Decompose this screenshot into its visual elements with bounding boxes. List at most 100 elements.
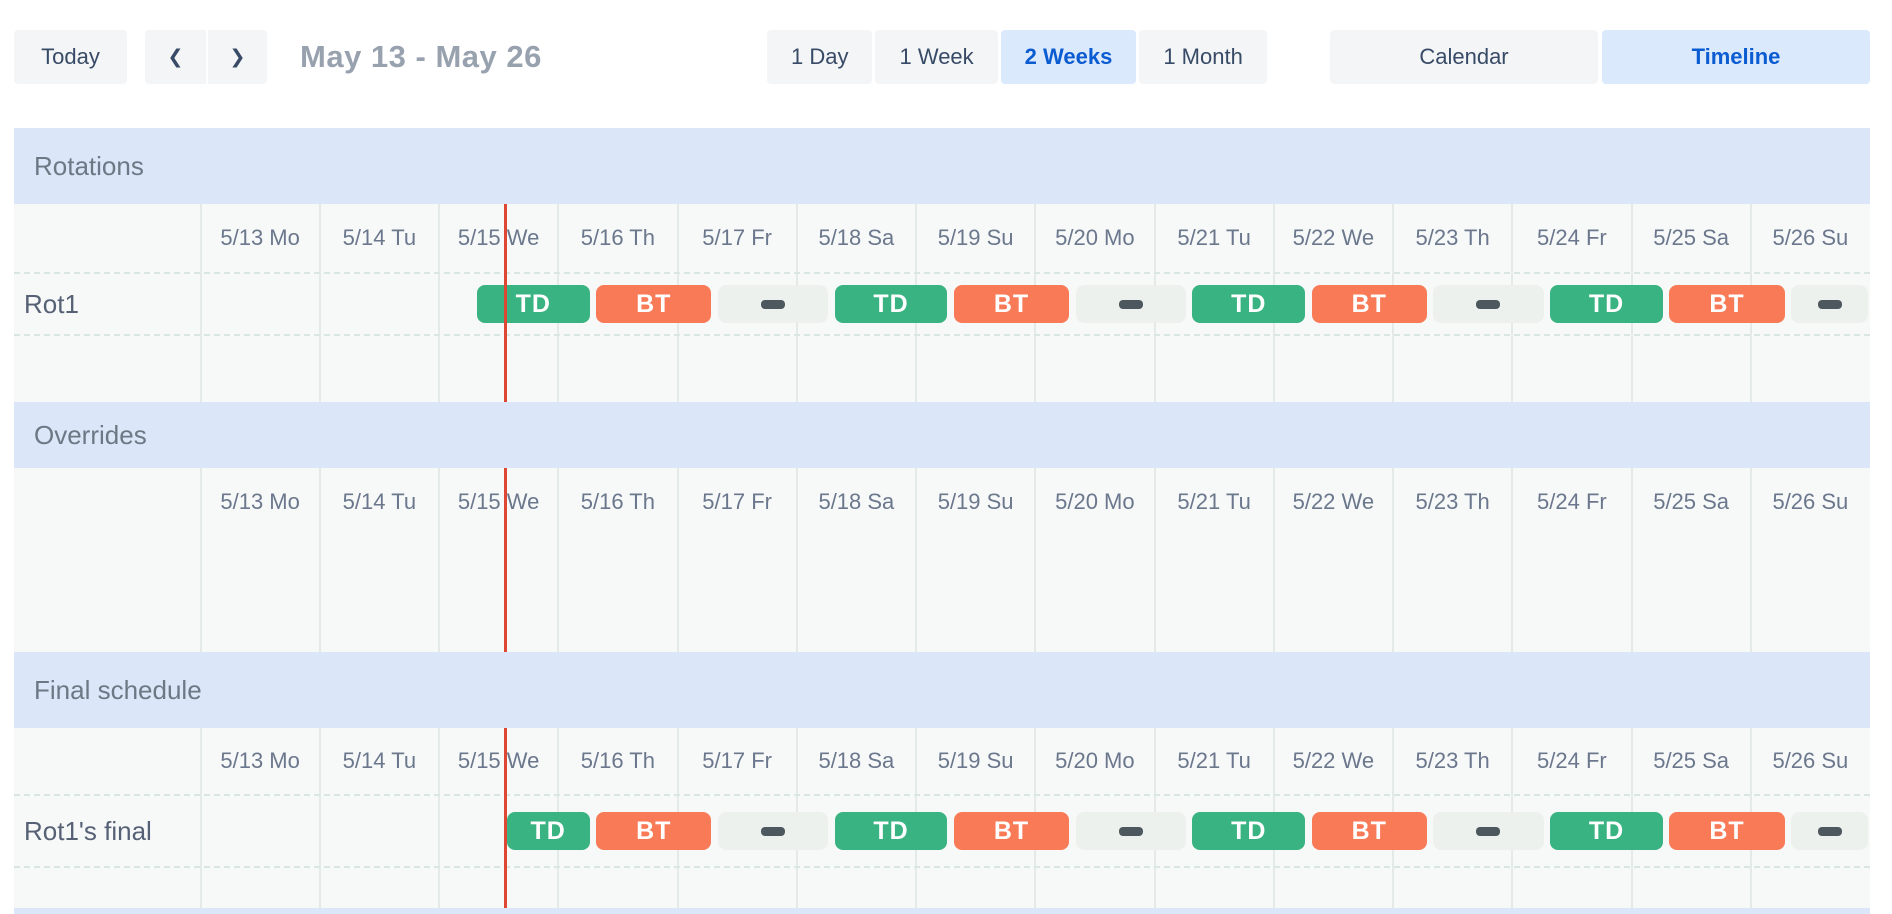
mode-timeline-button[interactable]: Timeline bbox=[1602, 30, 1870, 84]
section-header-final-schedule: Final schedule bbox=[14, 652, 1870, 728]
mode-calendar-button[interactable]: Calendar bbox=[1330, 30, 1598, 84]
grid-column-line bbox=[438, 728, 440, 908]
view-1-week-button[interactable]: 1 Week bbox=[875, 30, 998, 84]
date-label: 5/18 Sa bbox=[818, 225, 895, 250]
off-duty-segment bbox=[1075, 285, 1186, 323]
prev-period-button[interactable]: ❮ bbox=[145, 30, 206, 84]
date-label: 5/17 Fr bbox=[702, 748, 772, 773]
chevron-left-icon: ❮ bbox=[167, 46, 184, 68]
bt-shift-bar[interactable]: BT bbox=[596, 812, 712, 850]
grid-column-line bbox=[438, 468, 440, 652]
td-shift-bar[interactable]: TD bbox=[834, 812, 948, 850]
td-shift-bar[interactable]: TD bbox=[1550, 812, 1663, 850]
date-label: 5/14 Tu bbox=[342, 489, 417, 514]
bt-shift-bar[interactable]: BT bbox=[953, 285, 1069, 323]
off-duty-segment bbox=[1791, 285, 1868, 323]
bt-shift-bar[interactable]: BT bbox=[1669, 812, 1785, 850]
schedule-row-rot1: Rot1 TD BT TD BT TD BT TD BT bbox=[14, 272, 1870, 334]
off-duty-dash-icon bbox=[1817, 299, 1842, 309]
date-header-row: 5/13 Mo 5/14 Tu 5/15 We 5/16 Th 5/17 Fr 5/18 … bbox=[14, 468, 1870, 536]
calendar-timeline-switcher: Calendar Timeline bbox=[1330, 30, 1870, 84]
date-label: 5/23 Th bbox=[1415, 489, 1490, 514]
off-duty-segment bbox=[1433, 812, 1544, 850]
date-label: 5/21 Tu bbox=[1177, 489, 1251, 514]
date-label: 5/20 Mo bbox=[1055, 489, 1135, 514]
grid-column-line bbox=[318, 204, 321, 402]
date-label: 5/15 We bbox=[457, 748, 540, 773]
empty-row bbox=[14, 334, 1870, 402]
view-range-switcher: 1 Day 1 Week 2 Weeks 1 Month bbox=[767, 30, 1267, 84]
grid-column-line bbox=[318, 468, 321, 652]
td-shift-bar[interactable]: TD bbox=[1550, 285, 1663, 323]
grid-column-line bbox=[795, 468, 798, 652]
date-label: 5/14 Tu bbox=[342, 748, 417, 773]
grid-column-line bbox=[1034, 468, 1037, 652]
section-rotations: Rotations 5/13 Mo 5/14 Tu 5/15 We 5/16 Th 5/1… bbox=[14, 128, 1870, 402]
date-label: 5/25 Sa bbox=[1653, 489, 1730, 514]
off-duty-segment bbox=[717, 812, 829, 850]
bt-shift-bar[interactable]: BT bbox=[1311, 812, 1427, 850]
row-label: Rot1's final bbox=[24, 815, 152, 846]
date-label: 5/21 Tu bbox=[1177, 748, 1251, 773]
schedule-board: Rotations 5/13 Mo 5/14 Tu 5/15 We 5/16 Th 5/1… bbox=[14, 128, 1870, 908]
section-title: Final schedule bbox=[34, 674, 202, 705]
empty-row bbox=[14, 536, 1870, 652]
row-label-column-spacer bbox=[14, 728, 201, 794]
date-label: 5/13 Mo bbox=[220, 489, 300, 514]
td-shift-bar[interactable]: TD bbox=[1192, 812, 1306, 850]
row-label: Rot1 bbox=[24, 288, 79, 319]
date-label: 5/16 Th bbox=[580, 225, 655, 250]
grid-column-line bbox=[557, 468, 560, 652]
grid-column-line bbox=[1272, 468, 1275, 652]
section-header-rotations: Rotations bbox=[14, 128, 1870, 204]
row-label-column-spacer bbox=[14, 204, 201, 272]
view-2-weeks-button[interactable]: 2 Weeks bbox=[1000, 30, 1137, 84]
date-label: 5/26 Su bbox=[1772, 489, 1849, 514]
date-range-title: May 13 - May 26 bbox=[300, 39, 542, 74]
bt-shift-bar[interactable]: BT bbox=[1669, 285, 1785, 323]
date-label: 5/20 Mo bbox=[1055, 225, 1135, 250]
date-label: 5/16 Th bbox=[580, 489, 655, 514]
date-label: 5/22 We bbox=[1292, 489, 1375, 514]
off-duty-dash-icon bbox=[1118, 299, 1143, 309]
bt-shift-bar[interactable]: BT bbox=[953, 812, 1069, 850]
grid-column-line bbox=[676, 468, 679, 652]
date-label: 5/21 Tu bbox=[1177, 225, 1251, 250]
date-label: 5/17 Fr bbox=[702, 225, 772, 250]
bt-shift-bar[interactable]: BT bbox=[596, 285, 712, 323]
row-label-column-spacer bbox=[14, 468, 201, 536]
td-shift-bar[interactable]: TD bbox=[834, 285, 948, 323]
date-header-row: 5/13 Mo 5/14 Tu 5/15 We 5/16 Th 5/17 Fr 5/18 … bbox=[14, 204, 1870, 272]
date-label: 5/18 Sa bbox=[818, 748, 895, 773]
off-duty-segment bbox=[1433, 285, 1544, 323]
grid-column-line bbox=[199, 204, 202, 402]
off-duty-dash-icon bbox=[760, 826, 785, 836]
date-label: 5/22 We bbox=[1292, 748, 1375, 773]
next-period-button[interactable]: ❯ bbox=[208, 30, 267, 84]
td-shift-bar[interactable]: TD bbox=[506, 812, 590, 850]
off-duty-dash-icon bbox=[1118, 826, 1143, 836]
date-label: 5/17 Fr bbox=[702, 489, 772, 514]
grid-column-line bbox=[1749, 468, 1752, 652]
grid-column-line bbox=[915, 468, 917, 652]
date-label: 5/26 Su bbox=[1772, 225, 1849, 250]
off-duty-dash-icon bbox=[1817, 826, 1842, 836]
section-grid: 5/13 Mo 5/14 Tu 5/15 We 5/16 Th 5/17 Fr 5/18 … bbox=[14, 468, 1870, 652]
today-button[interactable]: Today bbox=[14, 30, 127, 84]
off-duty-segment bbox=[717, 285, 829, 323]
view-1-day-button[interactable]: 1 Day bbox=[767, 30, 873, 84]
chevron-right-icon: ❯ bbox=[229, 46, 246, 68]
td-shift-bar[interactable]: TD bbox=[1192, 285, 1306, 323]
next-section-band-edge bbox=[14, 908, 1870, 914]
section-title: Overrides bbox=[34, 419, 147, 450]
date-label: 5/18 Sa bbox=[818, 489, 895, 514]
date-label: 5/15 We bbox=[457, 225, 540, 250]
view-1-month-button[interactable]: 1 Month bbox=[1139, 30, 1267, 84]
date-label: 5/23 Th bbox=[1415, 225, 1490, 250]
date-label: 5/19 Su bbox=[937, 489, 1014, 514]
td-shift-bar[interactable]: TD bbox=[476, 285, 590, 323]
section-grid: 5/13 Mo 5/14 Tu 5/15 We 5/16 Th 5/17 Fr 5/18 … bbox=[14, 204, 1870, 402]
bt-shift-bar[interactable]: BT bbox=[1311, 285, 1427, 323]
date-label: 5/16 Th bbox=[580, 748, 655, 773]
date-label: 5/19 Su bbox=[937, 225, 1014, 250]
